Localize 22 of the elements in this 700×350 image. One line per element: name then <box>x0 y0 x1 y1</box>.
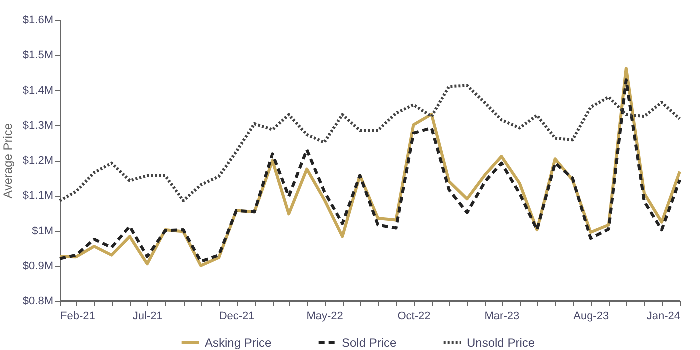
y-tick-label: $1.4M <box>22 84 54 97</box>
y-tick-label: $0.9M <box>22 260 54 272</box>
y-tick-label: $1.3M <box>22 120 54 132</box>
y-axis-title: Average Price <box>0 123 15 199</box>
x-tick-label: Jan-24 <box>646 310 680 322</box>
y-tick-label: $1.5M <box>22 50 54 62</box>
line-series <box>58 84 682 202</box>
legend-label: Asking Price <box>205 336 272 350</box>
legend-label: Unsold Price <box>467 336 536 350</box>
x-tick-label: Feb-21 <box>60 310 96 322</box>
y-tick-label: $1.1M <box>22 190 54 202</box>
y-tick-label: $1.2M <box>22 155 54 167</box>
x-tick-label: Oct-22 <box>398 310 431 322</box>
y-tick-label: $0.8M <box>22 296 54 308</box>
y-tick-label: $1.6M <box>22 14 54 26</box>
x-tick-label: Jul-21 <box>132 310 163 322</box>
x-tick-label: Aug-23 <box>574 310 610 322</box>
x-tick-label: Dec-21 <box>219 310 255 322</box>
y-tick-label: $1M <box>32 225 54 238</box>
x-tick-label: Mar-23 <box>484 310 520 322</box>
x-tick-label: May-22 <box>306 310 344 322</box>
legend-label: Sold Price <box>342 336 398 350</box>
